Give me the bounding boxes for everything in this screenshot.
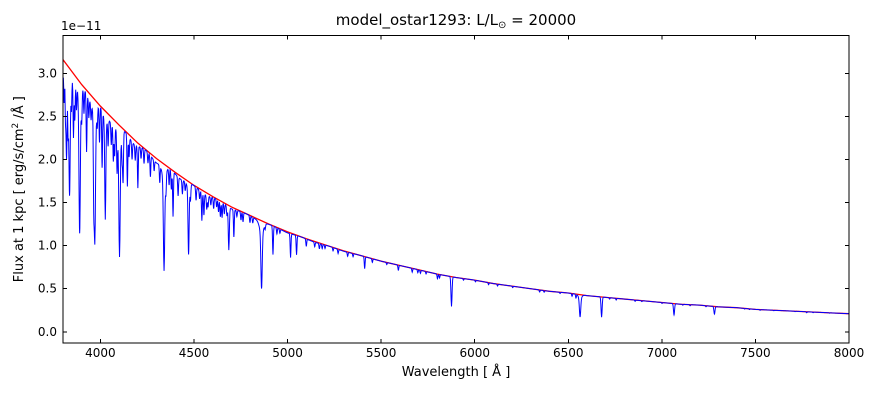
x-tick-label: 5500 — [366, 346, 397, 360]
x-tick-label: 7000 — [647, 346, 678, 360]
x-tick-label: 6000 — [459, 346, 490, 360]
y-axis-label-units: /Å ] — [12, 96, 28, 123]
x-axis-label: Wavelength [ Å ] — [401, 365, 511, 380]
x-tick-label: 8000 — [834, 346, 865, 360]
y-tick-label: 3.0 — [38, 66, 57, 80]
x-tick-label: 6500 — [553, 346, 584, 360]
plot-title: model_ostar1293: L/L⊙ = 20000 — [63, 11, 849, 31]
x-tick-label: 4000 — [85, 346, 116, 360]
y-axis-label-text: Flux at 1 kpc [ erg/s/cm — [12, 128, 28, 283]
title-value: = 20000 — [506, 11, 577, 29]
title-text: model_ostar1293: L/L — [335, 11, 498, 29]
y-tick-label: 1.5 — [38, 196, 57, 210]
y-axis-label: Flux at 1 kpc [ erg/s/cm2 /Å ] — [11, 39, 27, 339]
x-tick-label: 5000 — [272, 346, 303, 360]
sun-symbol: ⊙ — [497, 20, 507, 31]
y-tick-label: 2.0 — [38, 153, 57, 167]
y-tick-label: 0.0 — [38, 325, 57, 339]
y-axis-label-sup: 2 — [10, 122, 21, 129]
axes-frame — [62, 35, 850, 344]
y-tick-label: 2.5 — [38, 109, 57, 123]
x-tick-label: 7500 — [740, 346, 771, 360]
spectrum-line — [63, 77, 849, 318]
x-tick-label: 4500 — [179, 346, 210, 360]
y-axis-offset-label: 1e−11 — [61, 19, 102, 33]
y-tick-label: 0.5 — [38, 282, 57, 296]
y-tick-label: 1.0 — [38, 239, 57, 253]
continuum-line — [63, 59, 849, 315]
